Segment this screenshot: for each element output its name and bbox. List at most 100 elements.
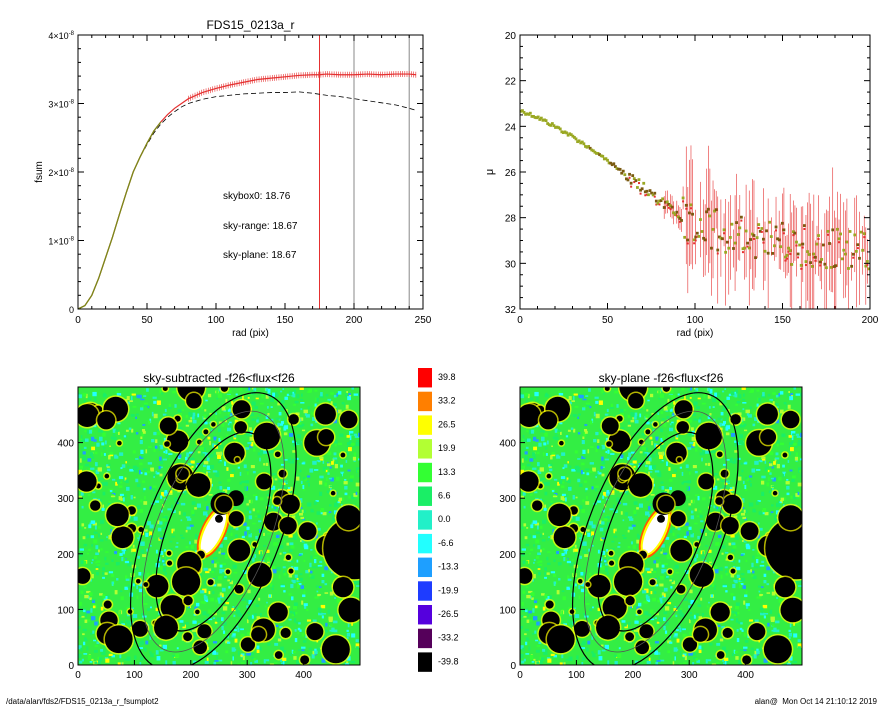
noise-pixel (264, 605, 267, 608)
noise-pixel (282, 466, 285, 471)
noise-pixel (671, 637, 676, 640)
noise-pixel (742, 484, 747, 486)
noise-pixel (740, 577, 745, 582)
noise-pixel (627, 621, 631, 625)
noise-pixel (663, 406, 669, 411)
noise-pixel (591, 544, 594, 547)
noise-pixel (181, 622, 185, 627)
noise-pixel (233, 593, 237, 596)
noise-pixel (601, 551, 606, 555)
noise-pixel (305, 570, 309, 574)
noise-pixel (353, 493, 358, 497)
noise-pixel (622, 409, 627, 411)
noise-pixel (263, 545, 266, 547)
noise-pixel (346, 435, 350, 438)
noise-pixel (308, 388, 313, 393)
noise-pixel (563, 557, 566, 562)
noise-pixel (128, 427, 132, 430)
noise-pixel (725, 590, 728, 593)
noise-pixel (528, 646, 531, 651)
noise-pixel (568, 486, 572, 491)
noise-pixel (254, 515, 259, 518)
noise-pixel (246, 619, 249, 624)
noise-pixel (630, 541, 633, 545)
noise-pixel (674, 654, 676, 657)
noise-pixel (296, 659, 300, 665)
noise-pixel (160, 509, 163, 513)
noise-pixel (142, 424, 146, 426)
noise-pixel (549, 468, 553, 472)
noise-pixel (266, 557, 270, 562)
noise-pixel (324, 566, 329, 571)
noise-pixel (725, 558, 728, 561)
noise-pixel (800, 432, 802, 437)
y-axis-label: fsum (34, 161, 45, 183)
noise-pixel (660, 549, 663, 554)
noise-pixel (664, 606, 670, 611)
y-tick-label: 28 (505, 214, 517, 225)
noise-pixel (194, 539, 198, 544)
mu-point (521, 109, 524, 112)
noise-pixel (328, 504, 332, 507)
noise-pixel (188, 451, 194, 454)
noise-pixel (527, 393, 530, 399)
noise-pixel (303, 543, 308, 548)
noise-pixel (633, 430, 637, 433)
noise-pixel (675, 571, 680, 574)
noise-pixel (93, 531, 98, 534)
mu-point (680, 219, 683, 222)
noise-pixel (196, 619, 201, 621)
noise-pixel (96, 621, 99, 624)
noise-pixel (688, 631, 693, 635)
noise-pixel (716, 394, 721, 398)
noise-pixel (115, 430, 118, 434)
noise-pixel (216, 486, 220, 489)
noise-pixel (89, 597, 92, 600)
noise-pixel (97, 498, 101, 501)
noise-pixel (222, 621, 227, 626)
noise-pixel (573, 428, 576, 433)
noise-pixel (153, 447, 156, 452)
noise-pixel (190, 544, 194, 549)
noise-pixel (102, 504, 105, 509)
noise-pixel (258, 534, 261, 537)
noise-pixel (208, 568, 212, 571)
noise-pixel (247, 589, 251, 594)
noise-pixel (741, 387, 746, 390)
noise-pixel (563, 464, 568, 468)
noise-pixel (702, 555, 706, 559)
mu-point-red (819, 264, 822, 267)
noise-pixel (139, 641, 145, 645)
noise-pixel (103, 649, 106, 653)
mu-point (695, 231, 699, 235)
noise-pixel (762, 604, 768, 609)
noise-pixel (633, 510, 637, 515)
noise-pixel (696, 515, 701, 518)
noise-pixel (180, 519, 183, 522)
noise-pixel (292, 614, 295, 617)
colorbar-swatch-4 (418, 462, 432, 483)
noise-pixel (185, 621, 189, 625)
noise-pixel (544, 432, 548, 437)
noise-pixel (604, 413, 609, 416)
noise-pixel (146, 470, 151, 474)
noise-pixel (329, 591, 334, 596)
noise-pixel (330, 487, 332, 491)
noise-pixel (355, 441, 360, 447)
noise-pixel (218, 437, 222, 442)
noise-pixel (639, 413, 642, 418)
mu-point (574, 137, 578, 141)
noise-pixel (795, 452, 799, 457)
noise-pixel (797, 491, 800, 496)
noise-pixel (588, 572, 592, 577)
noise-pixel (578, 595, 581, 600)
mu-point (672, 211, 676, 215)
noise-pixel (91, 559, 94, 562)
noise-pixel (798, 440, 801, 442)
noise-pixel (696, 406, 700, 410)
plot-frame (519, 34, 871, 310)
noise-pixel (607, 557, 612, 562)
noise-pixel (707, 394, 711, 399)
noise-pixel (574, 465, 580, 471)
mask-blob (104, 473, 110, 479)
